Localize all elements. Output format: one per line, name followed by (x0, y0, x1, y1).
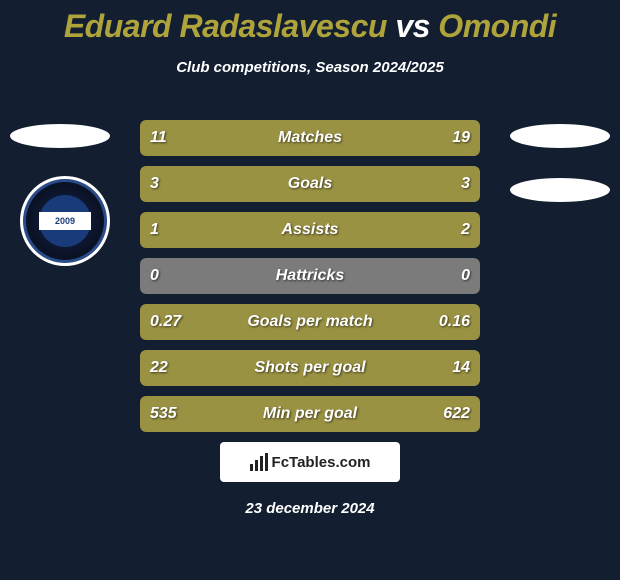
stat-label: Matches (140, 120, 480, 156)
chart-icon (250, 453, 268, 471)
subtitle: Club competitions, Season 2024/2025 (0, 59, 620, 76)
stat-row: 33Goals (140, 166, 480, 202)
stat-label: Hattricks (140, 258, 480, 294)
player1-photo-placeholder (10, 124, 110, 148)
player2-club-placeholder (510, 178, 610, 202)
stat-label: Min per goal (140, 396, 480, 432)
stat-label: Shots per goal (140, 350, 480, 386)
stat-row: 1119Matches (140, 120, 480, 156)
stats-list: 1119Matches 33Goals 12Assists 00Hattricks 0.… (140, 120, 480, 442)
player1-club-badge: 2009 (20, 176, 110, 266)
stat-label: Goals per match (140, 304, 480, 340)
stat-row: 00Hattricks (140, 258, 480, 294)
badge-year: 2009 (39, 216, 91, 226)
stat-label: Assists (140, 212, 480, 248)
player2-photo-placeholder (510, 124, 610, 148)
player2-name: Omondi (438, 8, 556, 44)
stat-label: Goals (140, 166, 480, 202)
stat-row: 2214Shots per goal (140, 350, 480, 386)
stat-row: 12Assists (140, 212, 480, 248)
vs-label: vs (395, 8, 430, 44)
player1-name: Eduard Radaslavescu (64, 8, 387, 44)
comparison-title: Eduard Radaslavescu vs Omondi (0, 0, 620, 45)
badge-inner: 2009 (39, 195, 91, 247)
fctables-logo[interactable]: FcTables.com (220, 442, 400, 482)
stat-row: 0.270.16Goals per match (140, 304, 480, 340)
fctables-label: FcTables.com (272, 454, 371, 471)
stat-row: 535622Min per goal (140, 396, 480, 432)
footer-date: 23 december 2024 (0, 500, 620, 517)
